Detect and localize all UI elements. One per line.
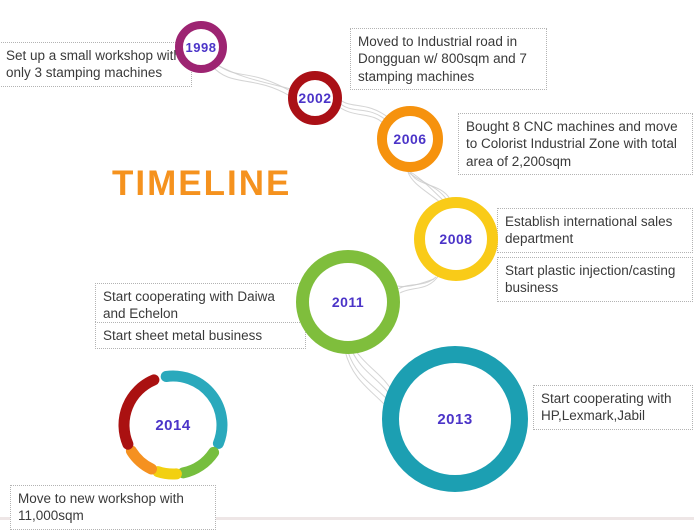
note-2008-sales: Establish international sales department (497, 208, 693, 253)
note-2006: Bought 8 CNC machines and move to Colori… (458, 113, 693, 175)
milestone-circle-2014: 2014 (113, 365, 233, 485)
note-1998: Set up a small workshop with only 3 stam… (0, 42, 192, 87)
note-2008-plastic: Start plastic injection/casting business (497, 257, 693, 302)
milestone-circle-2011: 2011 (296, 250, 400, 354)
segmented-ring-icon (118, 370, 228, 480)
year-label: 2006 (393, 131, 427, 147)
year-label: 2013 (437, 410, 473, 428)
year-label: 1998 (185, 39, 217, 55)
note-2011-sheet-metal: Start sheet metal business (95, 322, 306, 350)
milestone-circle-2013: 2013 (382, 346, 528, 492)
year-label: 2008 (439, 231, 473, 247)
milestone-circle-2002: 2002 (288, 71, 342, 125)
note-2011-daiwa: Start cooperating with Daiwa and Echelon (95, 283, 306, 328)
note-2014-workshop: Move to new workshop with 11,000sqm (10, 485, 216, 530)
milestone-circle-2008: 2008 (414, 197, 498, 281)
year-label: 2011 (331, 294, 365, 310)
page-title: TIMELINE (112, 164, 292, 203)
year-label: 2002 (298, 90, 332, 106)
milestone-circle-2006: 2006 (377, 106, 443, 172)
note-2002: Moved to Industrial road in Dongguan w/ … (350, 28, 547, 90)
year-label: 2014 (155, 416, 191, 434)
note-2013-hp: Start cooperating with HP,Lexmark,Jabil (533, 385, 693, 430)
milestone-circle-1998: 1998 (175, 21, 227, 73)
